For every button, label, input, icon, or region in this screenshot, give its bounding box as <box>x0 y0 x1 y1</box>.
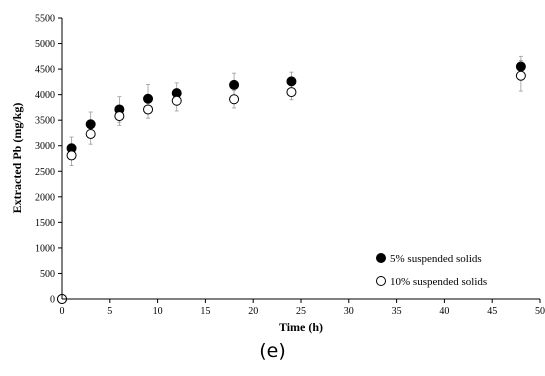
x-tick-label: 35 <box>392 306 402 317</box>
point-10pct <box>143 104 154 115</box>
point-5pct <box>229 79 240 90</box>
x-tick-label: 5 <box>107 306 112 317</box>
point-10pct <box>114 111 125 122</box>
legend-label-10pct: 10% suspended solids <box>390 276 487 288</box>
point-5pct <box>286 76 297 87</box>
y-tick-label: 3000 <box>35 141 55 152</box>
x-tick-label: 30 <box>344 306 354 317</box>
x-tick-label: 45 <box>487 306 497 317</box>
y-tick-label: 4000 <box>35 90 55 101</box>
point-10pct <box>85 128 96 139</box>
data-points <box>57 61 526 304</box>
x-tick-label: 40 <box>439 306 449 317</box>
point-10pct <box>66 150 77 161</box>
legend-marker-5pct <box>376 253 386 263</box>
x-tick-label: 50 <box>535 306 545 317</box>
y-axis-title: Extracted Pb (mg/kg) <box>10 103 24 214</box>
point-5pct <box>85 119 96 130</box>
point-10pct <box>515 70 526 81</box>
x-tick-label: 10 <box>153 306 163 317</box>
y-tick-label: 2500 <box>35 167 55 178</box>
y-tick-label: 0 <box>50 295 55 306</box>
x-axis-ticks: 0 5 10 15 20 25 30 35 40 45 50 <box>60 299 545 317</box>
y-tick-label: 500 <box>40 269 55 280</box>
point-5pct <box>143 93 154 104</box>
legend: 5% suspended solids 10% suspended solids <box>376 253 487 288</box>
y-tick-label: 1000 <box>35 243 55 254</box>
point-10pct <box>286 87 297 98</box>
y-tick-label: 2000 <box>35 192 55 203</box>
legend-label-5pct: 5% suspended solids <box>390 253 482 265</box>
figure-caption: (e) <box>259 340 286 362</box>
y-tick-label: 1500 <box>35 218 55 229</box>
y-tick-label: 3500 <box>35 116 55 127</box>
y-tick-label: 5500 <box>35 14 55 25</box>
point-5pct <box>515 61 526 72</box>
x-tick-label: 15 <box>200 306 210 317</box>
y-axis-ticks: 0 500 1000 1500 2000 2500 3000 3500 4000 4500 5000… <box>35 14 62 306</box>
x-tick-label: 25 <box>296 306 306 317</box>
point-10pct <box>229 94 240 105</box>
y-tick-label: 5000 <box>35 39 55 50</box>
error-bars <box>69 55 523 167</box>
x-tick-label: 0 <box>60 306 65 317</box>
point-10pct <box>171 95 182 106</box>
y-tick-label: 4500 <box>35 65 55 76</box>
x-axis-title: Time (h) <box>279 320 323 334</box>
x-tick-label: 20 <box>248 306 258 317</box>
legend-marker-10pct <box>376 276 386 286</box>
